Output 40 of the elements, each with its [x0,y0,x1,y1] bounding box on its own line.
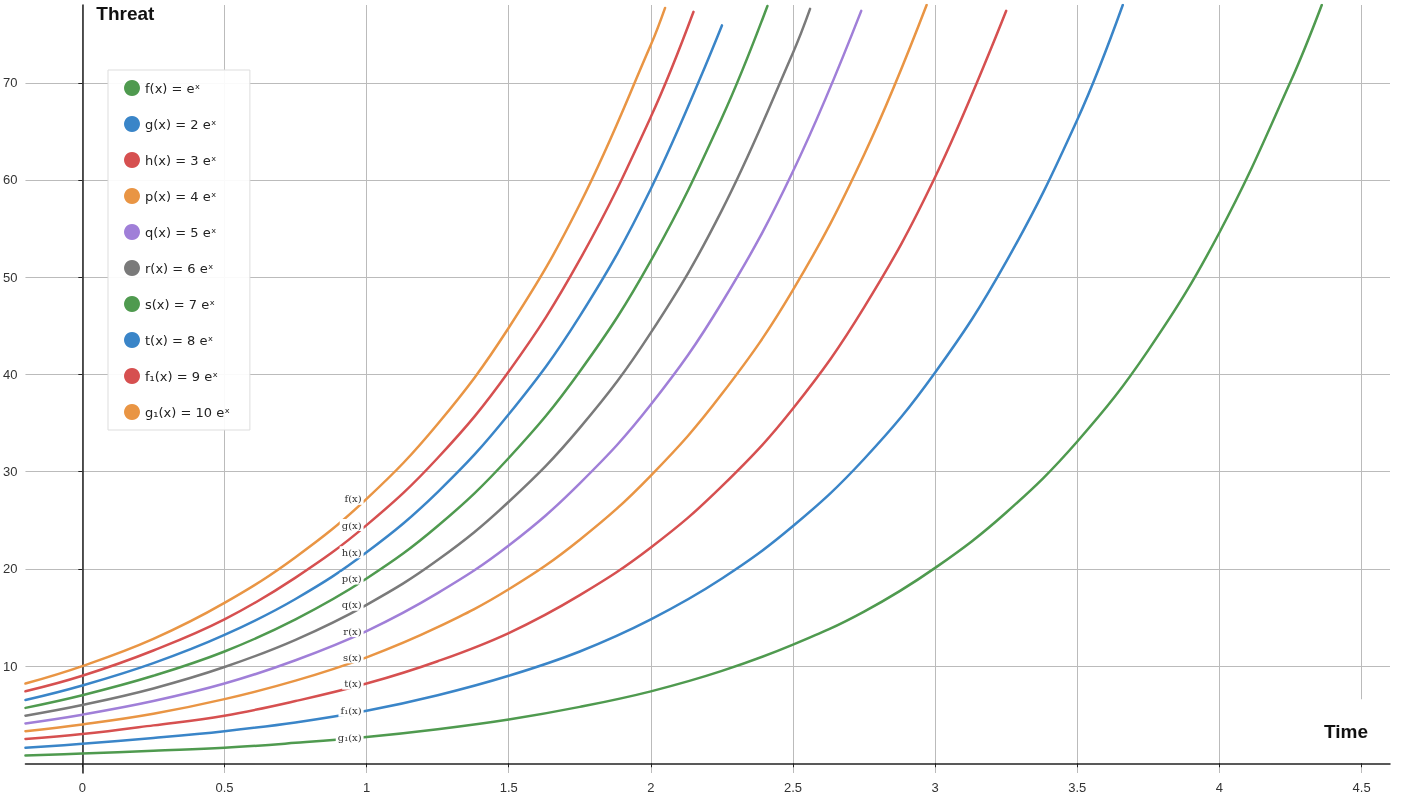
legend-label: g(x) = 2 eˣ [145,116,217,132]
legend-label: r(x) = 6 eˣ [145,260,214,276]
y-axis-title: Threat [96,3,156,24]
line-series [24,3,1324,757]
y-tick-label: 10 [2,658,18,674]
legend-label: q(x) = 5 eˣ [145,224,217,240]
x-tick-label: 2 [647,780,655,794]
annotation: g(x) [341,519,362,531]
annotation: s(x) [343,651,362,663]
x-axis-title: Time [1324,720,1369,742]
annotation: q(x) [341,599,362,611]
x-tick-label: 3.5 [1068,780,1087,794]
y-tick-label: 50 [2,269,18,285]
legend-label: p(x) = 4 eˣ [145,188,217,204]
x-tick-label: 1 [362,780,371,794]
annotation: g₁(x) [337,731,362,743]
x-tick-label: 0 [78,780,86,794]
legend-label: f₁(x) = 9 eˣ [145,368,219,384]
annotation: f(x) [344,493,362,505]
y-tick-label: 20 [2,561,18,577]
x-tick-label: 2.5 [783,780,803,794]
y-tick-label: 40 [2,366,18,382]
annotation: f₁(x) [340,705,362,717]
x-tick-label: 1.5 [499,780,518,794]
y-tick-label: 70 [2,75,18,91]
x-tick-label: 4.5 [1352,780,1371,794]
legend-label: g₁(x) = 10 eˣ [145,404,231,420]
legend-label: h(x) = 3 eˣ [145,152,217,168]
annotation: p(x) [341,573,362,585]
annotation: t(x) [344,678,362,690]
x-tick-label: 0.5 [215,780,234,794]
legend-label: s(x) = 7 eˣ [145,296,216,312]
x-tick-label: 4 [1215,780,1224,794]
y-tick-label: 60 [2,172,18,188]
annotation: h(x) [341,546,362,558]
annotation: r(x) [343,625,362,637]
legend-label: t(x) = 8 eˣ [145,332,214,348]
y-tick-label: 30 [2,464,18,480]
x-tick-label: 3 [931,780,939,794]
legend-label: f(x) = eˣ [145,80,201,96]
